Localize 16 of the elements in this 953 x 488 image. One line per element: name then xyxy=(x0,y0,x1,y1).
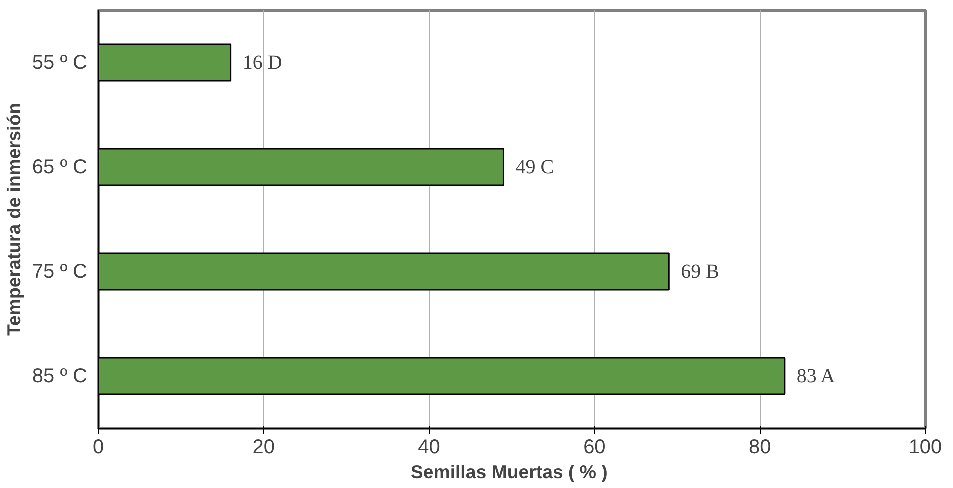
x-tick-label: 60 xyxy=(584,436,606,458)
x-tick-label: 0 xyxy=(92,436,104,458)
data-label: 69 B xyxy=(681,260,720,283)
data-label: 49 C xyxy=(516,156,554,178)
x-tick-label: 80 xyxy=(748,436,772,458)
x-axis-title: Semillas Muertas ( % ) xyxy=(410,462,608,482)
y-tick-label: 65 º C xyxy=(32,156,88,178)
y-tick-label: 75 º C xyxy=(32,260,88,283)
data-label: 83 A xyxy=(796,365,836,388)
y-tick-label: 55 º C xyxy=(32,52,88,74)
data-label: 16 D xyxy=(242,52,282,74)
x-tick-label: 100 xyxy=(908,436,942,458)
y-tick-label: 85 º C xyxy=(32,365,88,388)
x-tick-label: 20 xyxy=(252,436,276,458)
y-axis-title: Temperatura de inmersión xyxy=(3,103,24,336)
x-tick-label: 40 xyxy=(418,436,440,458)
